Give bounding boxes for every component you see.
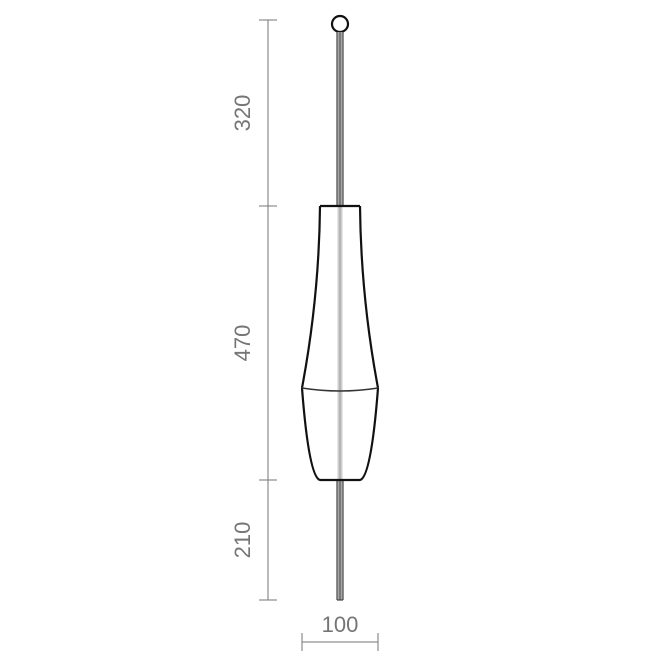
dim-label-seg_mid: 470 [230,325,255,362]
dim-label-seg_bottom: 210 [230,522,255,559]
top-ring [332,16,348,32]
inner-shaft-through-body [337,206,343,480]
dim-label-width: 100 [322,612,359,637]
dim-label-seg_top: 320 [230,95,255,132]
upper-shaft-fill [337,32,343,206]
lower-shaft-fill [337,480,343,600]
dimensioned-diagram: 320 470 210 100 [0,0,665,665]
